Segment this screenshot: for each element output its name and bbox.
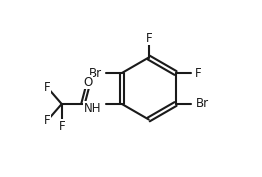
Text: Br: Br <box>88 67 101 79</box>
Text: NH: NH <box>84 102 101 115</box>
Text: Br: Br <box>196 98 209 110</box>
Text: F: F <box>145 32 152 45</box>
Text: F: F <box>58 120 65 133</box>
Text: F: F <box>195 67 202 79</box>
Text: F: F <box>44 81 50 94</box>
Text: F: F <box>44 114 50 127</box>
Text: O: O <box>84 76 93 89</box>
